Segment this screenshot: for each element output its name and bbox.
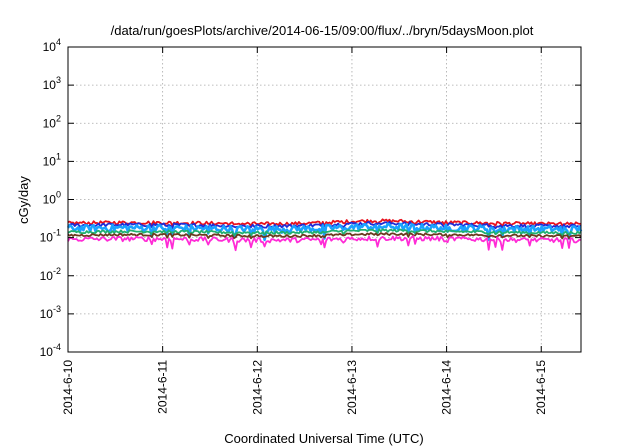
- y-tick-label: 102: [43, 113, 61, 130]
- chart-title: /data/run/goesPlots/archive/2014-06-15/0…: [111, 23, 534, 38]
- y-tick-label: 101: [43, 151, 61, 168]
- series-line: [67, 232, 582, 240]
- series-line: [67, 220, 582, 230]
- x-tick-label: 2014-6-14: [440, 360, 454, 415]
- x-tick-label: 2014-6-11: [156, 360, 170, 414]
- ticks: [67, 46, 581, 353]
- series-line: [67, 235, 582, 252]
- grid: [68, 47, 581, 352]
- y-axis-label: cGy/day: [16, 176, 31, 224]
- y-tick-label: 100: [43, 190, 61, 207]
- y-tick-labels: 10-4 10-3 10-2 10-1 100 101 102 103 104: [40, 37, 61, 359]
- x-tick-label: 2014-6-12: [250, 360, 264, 415]
- x-tick-label: 2014-6-13: [345, 360, 359, 415]
- x-tick-labels: 2014-6-10 2014-6-11 2014-6-12 2014-6-13 2014…: [61, 360, 548, 415]
- x-tick-label: 2014-6-15: [534, 360, 548, 415]
- y-tick-label: 10-3: [40, 304, 61, 321]
- y-tick-label: 10-1: [40, 228, 61, 245]
- x-tick-label: 2014-6-10: [61, 360, 75, 415]
- y-tick-label: 10-4: [40, 342, 61, 359]
- y-tick-label: 103: [43, 75, 61, 92]
- y-tick-label: 10-2: [40, 266, 61, 283]
- series-group: [66, 218, 583, 252]
- series-line: [67, 228, 582, 237]
- x-axis-label: Coordinated Universal Time (UTC): [224, 431, 423, 446]
- y-tick-label: 104: [43, 37, 61, 54]
